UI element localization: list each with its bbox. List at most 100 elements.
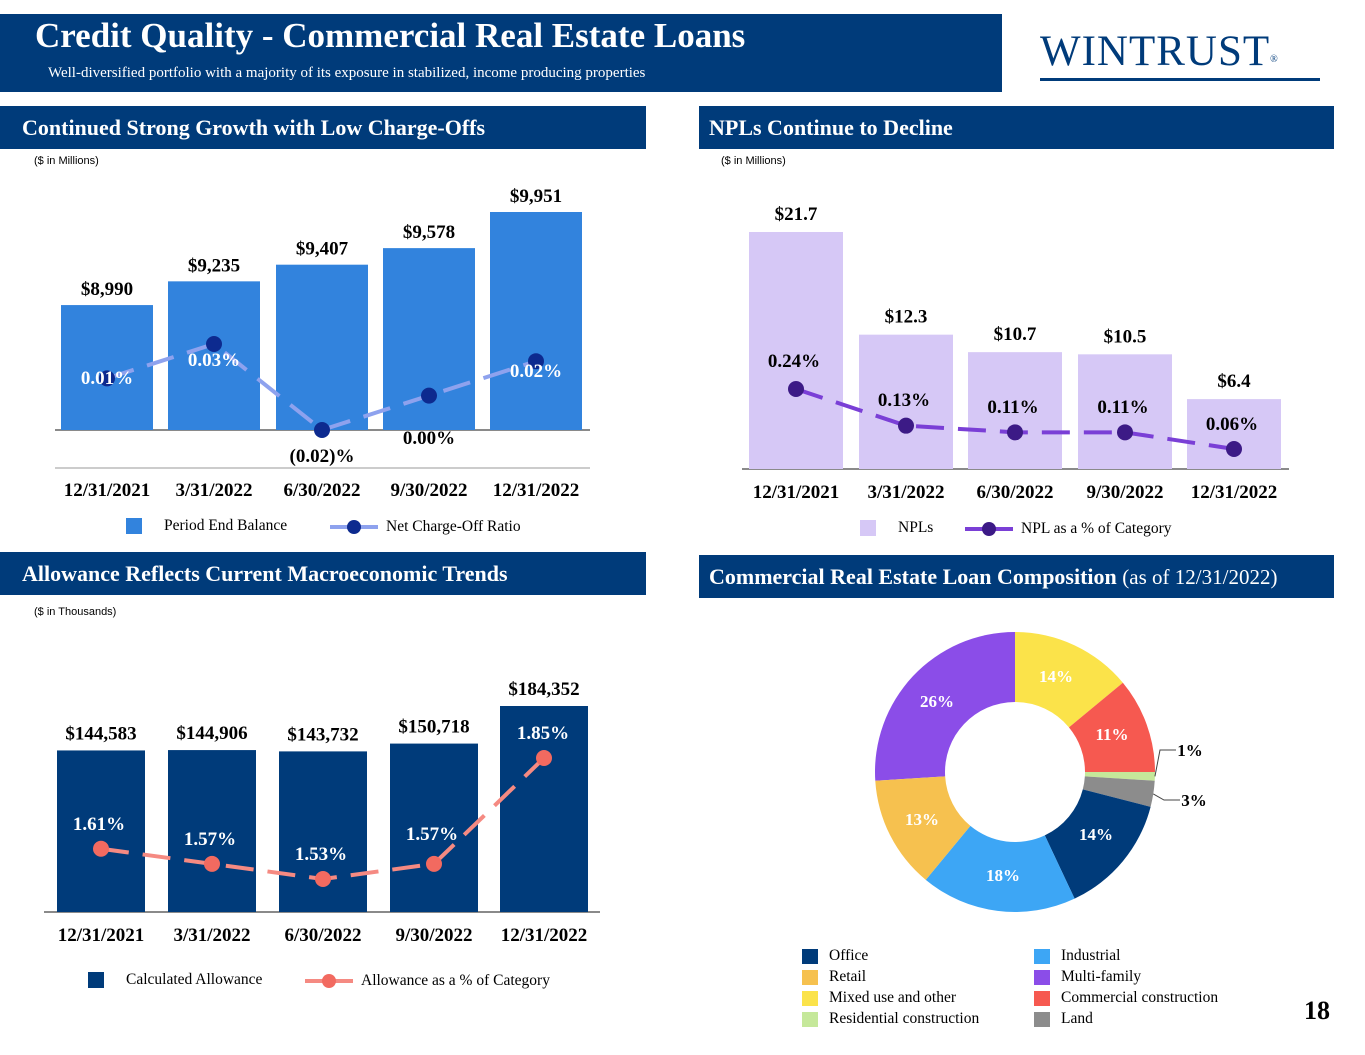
growth-category-label: 6/30/2022 [283,480,360,501]
npl-bar [1078,354,1172,469]
donut-slice-label: 3% [1181,791,1207,810]
growth-category-label: 3/31/2022 [175,480,252,501]
growth-bar [276,264,368,430]
legend-label: Calculated Allowance [126,971,263,988]
allowance-line-point [536,750,552,766]
npl-line-point [1226,441,1242,457]
donut-slice [925,825,1075,912]
section-allowance-header: Allowance Reflects Current Macroeconomic… [0,552,646,595]
donut-slice [875,776,971,880]
title-bar: Credit Quality - Commercial Real Estate … [0,14,1002,92]
legend-swatch [88,972,104,988]
allowance-line-point [204,855,220,872]
growth-line-point [99,370,115,387]
donut-slice-label: 14% [1079,825,1113,844]
composition-legend-item: Mixed use and other [802,989,956,1007]
legend-label: Period End Balance [164,517,288,534]
growth-bar [490,212,582,430]
legend-swatch [802,969,818,985]
npl-bar-label: $21.7 [775,204,818,225]
legend-line-marker [965,522,1013,536]
donut-slice [1084,772,1155,781]
donut-leader-line [1154,749,1176,777]
legend-swatch [802,1011,818,1027]
npl-line-point [788,381,804,397]
growth-category-label: 9/30/2022 [390,480,467,501]
legend-calculated-allowance: Calculated Allowance [88,971,262,989]
legend-line-marker [330,520,378,534]
allowance-line-point [93,840,109,857]
page-title: Credit Quality - Commercial Real Estate … [35,16,746,55]
composition-date-note: (as of 12/31/2022) [1122,565,1278,589]
npl-category-label: 12/31/2021 [753,482,840,503]
npl-line-label: 0.24% [768,351,820,372]
allowance-line-point [315,871,331,887]
legend-label: Commercial construction [1061,989,1219,1006]
growth-line-point [528,353,544,370]
growth-line-point [206,336,222,352]
legend-swatch [1034,969,1050,985]
legend-swatch [1034,1011,1050,1027]
allowance-bar-label: $144,583 [65,723,136,744]
growth-bar [61,305,153,430]
allowance-bar-label: $144,906 [176,723,247,744]
logo-text: WINTRUST [1040,28,1271,75]
npl-line-label: 0.13% [878,390,930,411]
composition-legend-item: Commercial construction [1034,989,1218,1007]
legend-net-charge-off-ratio: Net Charge-Off Ratio [330,517,521,537]
legend-npls: NPLs [860,519,933,537]
npl-line-label: 0.11% [1097,397,1148,418]
page-subtitle: Well-diversified portfolio with a majori… [48,65,646,81]
donut-slice-label: 1% [1177,741,1203,760]
composition-legend-item: Office [802,947,868,965]
donut-slice [1068,682,1155,772]
legend-label: Retail [829,968,867,985]
growth-line-label: 0.01% [81,368,133,389]
legend-swatch [1034,948,1050,964]
npl-line-point [1117,424,1133,441]
donut-slice-label: 14% [1039,667,1073,686]
page-number: 18 [1304,996,1330,1025]
npl-bar [859,334,953,469]
npl-line-point [1007,424,1023,441]
allowance-bar [57,750,145,912]
legend-line-marker [305,974,353,988]
allowance-line-label: 1.61% [73,814,125,835]
logo-registered-mark: ® [1270,54,1279,65]
allowance-bar-label: $150,718 [398,717,469,738]
npl-bar-label: $10.7 [994,324,1037,345]
npl-line-label: 0.11% [987,397,1038,418]
section-npl-header: NPLs Continue to Decline [699,106,1334,149]
npl-line-label: 0.06% [1206,414,1258,435]
donut-slice-label: 11% [1095,725,1128,744]
legend-npl-pct: NPL as a % of Category [965,519,1172,539]
npl-category-label: 3/31/2022 [867,482,944,503]
allowance-category-label: 12/31/2021 [58,925,145,946]
growth-line-point [314,422,330,438]
allowance-line-label: 1.53% [295,844,347,865]
allowance-bar-label: $143,732 [287,724,358,745]
growth-line-point [421,387,437,404]
legend-allowance-pct: Allowance as a % of Category [305,971,550,991]
section-growth-header: Continued Strong Growth with Low Charge-… [0,106,646,149]
legend-label: Allowance as a % of Category [361,972,550,989]
growth-series-line [106,341,537,433]
donut-slice-label: 13% [905,810,939,829]
legend-swatch [802,990,818,1006]
allowance-bar-label: $184,352 [508,679,579,700]
growth-bar [168,281,260,430]
section-composition-header: Commercial Real Estate Loan Composition … [699,555,1334,598]
growth-line-label: (0.02)% [290,446,355,467]
growth-bar-label: $9,578 [403,222,455,243]
npl-category-label: 9/30/2022 [1086,482,1163,503]
legend-label: Residential construction [829,1010,980,1027]
growth-bar-label: $9,235 [188,255,240,276]
composition-title: Commercial Real Estate Loan Composition [709,564,1117,589]
legend-label: Mixed use and other [829,989,956,1006]
allowance-bar [279,751,367,912]
legend-label: Industrial [1061,947,1121,964]
donut-slice-label: 26% [920,692,954,711]
growth-bar-label: $8,990 [81,279,133,300]
donut-slice-label: 18% [986,866,1020,885]
npl-bar-label: $6.4 [1217,371,1251,392]
